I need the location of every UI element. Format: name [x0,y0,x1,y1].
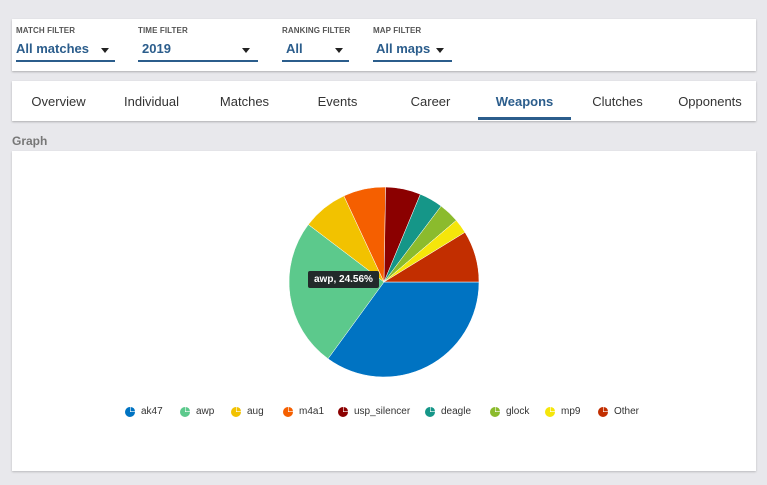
legend-item-deagle[interactable]: deagle [425,406,471,417]
pie-legend-icon [283,406,293,417]
pie-legend-icon [598,406,608,417]
map-filter-value: All maps [376,41,431,56]
map-filter-label: MAP FILTER [373,26,422,35]
legend-item-ak47[interactable]: ak47 [125,406,163,417]
caret-down-icon [101,48,109,53]
pie-slice-other[interactable] [383,231,480,283]
pie-legend-icon [425,406,435,417]
pie-slice-ak47[interactable] [327,281,480,378]
legend-item-usp-silencer[interactable]: usp_silencer [338,406,410,417]
tab-bar: Overview Individual Matches Events Caree… [12,81,756,121]
weapons-pie-chart [288,186,480,378]
legend-label: aug [247,406,264,417]
match-filter-value: All matches [16,41,89,56]
map-filter-select[interactable]: All maps [373,37,452,62]
legend-label: ak47 [141,406,163,417]
time-filter-select[interactable]: 2019 [138,37,258,62]
tab-clutches[interactable]: Clutches [592,93,643,109]
legend-item-mp9[interactable]: mp9 [545,406,580,417]
legend-label: mp9 [561,406,581,417]
chart-tooltip: awp, 24.56% [308,271,379,288]
tab-overview[interactable]: Overview [31,93,86,109]
legend-label: Other [614,406,640,417]
legend-item-m4a1[interactable]: m4a1 [283,406,324,417]
section-title: Graph [12,134,48,148]
pie-legend-icon [125,406,135,417]
legend-label: usp_silencer [354,406,411,417]
pie-slice-awp[interactable] [288,224,385,360]
pie-legend-icon [490,406,500,417]
legend-label: deagle [441,406,472,417]
ranking-filter-select[interactable]: All [282,37,349,62]
pie-legend-icon [231,406,241,417]
time-filter-value: 2019 [142,41,171,56]
tab-career[interactable]: Career [410,93,451,109]
time-filter-label: TIME FILTER [138,26,188,35]
caret-down-icon [242,48,250,53]
legend-item-other[interactable]: Other [598,406,639,417]
legend-item-glock[interactable]: glock [490,406,529,417]
legend-item-awp[interactable]: awp [180,406,214,417]
legend-item-aug[interactable]: aug [231,406,264,417]
tab-weapons[interactable]: Weapons [478,81,571,121]
legend-label: awp [196,406,215,417]
pie-legend-icon [180,406,190,417]
pie-legend-icon [545,406,555,417]
legend-label: m4a1 [299,406,325,417]
pie-legend-icon [338,406,348,417]
match-filter-select[interactable]: All matches [16,37,115,62]
legend-label: glock [506,406,530,417]
graph-card: awp, 24.56% ak47 awp aug m4a1 usp_silencer de… [12,151,756,471]
ranking-filter-value: All [286,41,303,56]
caret-down-icon [436,48,444,53]
tab-matches[interactable]: Matches [219,93,270,109]
tab-events[interactable]: Events [317,93,358,109]
tab-individual[interactable]: Individual [124,93,179,109]
ranking-filter-label: RANKING FILTER [282,26,351,35]
filter-bar: MATCH FILTER All matches TIME FILTER 201… [12,19,756,71]
tab-opponents[interactable]: Opponents [678,93,742,109]
match-filter-label: MATCH FILTER [16,26,76,35]
caret-down-icon [335,48,343,53]
